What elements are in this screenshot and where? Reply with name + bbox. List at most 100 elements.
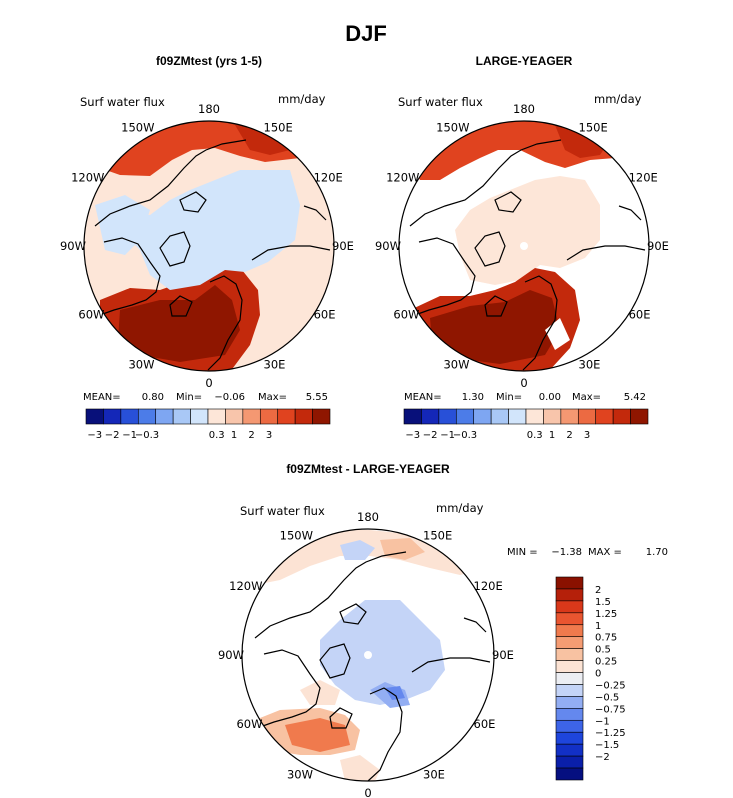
panel3-arctic-negative	[320, 600, 445, 705]
map-panel-3	[241, 528, 495, 782]
panel3-colorbar-tick: 0.25	[595, 657, 617, 668]
panel3-colorbar-box	[555, 672, 584, 685]
panel1-stats: MEAN= 0.80 Min= −0.06 Max= 5.55	[83, 392, 328, 403]
panel3-variable: Surf water flux	[240, 504, 325, 518]
panel1-colorbar-tick: 2	[248, 430, 254, 441]
panel3-colorbar-tick: 1.5	[595, 597, 611, 608]
panel3-colorbar: 21.51.2510.750.50.250−0.25−0.5−0.75−1−1.…	[555, 576, 626, 781]
panel2-min-value: 0.00	[539, 392, 561, 403]
panel2-coastlines	[409, 139, 646, 371]
map-panel-2	[398, 120, 650, 372]
panel2-pole-marker	[520, 242, 528, 250]
panel3-colorbar-box	[555, 684, 584, 697]
panel2-colorbar-box	[508, 408, 527, 425]
panel2-lon-label: 60E	[629, 308, 651, 322]
panel2-colorbar-box	[543, 408, 562, 425]
panel1-lon-label: 60W	[78, 308, 104, 322]
panel3-colorbar-box	[555, 624, 584, 638]
panel2-colorbar-box	[490, 408, 509, 425]
panel1-lon-label: 180	[198, 102, 220, 116]
panel3-max-value: 1.70	[646, 547, 668, 558]
panel1-colorbar-tick: 1	[231, 430, 237, 441]
panel3-map-border	[241, 528, 495, 782]
panel2-colorbar-tick: 0.3	[527, 430, 543, 441]
panel2-lon-label: 30W	[443, 358, 469, 372]
panel2-atlantic-core	[430, 290, 560, 364]
panel1-lon-label: 30W	[128, 358, 154, 372]
panel3-colorbar-tick: 0.5	[595, 645, 611, 656]
panel1-colorbar-box	[172, 408, 191, 425]
panel1-mean-label: MEAN=	[83, 392, 121, 403]
panel3-colorbar-tick: −2	[595, 752, 610, 763]
panel1-max-label: Max=	[258, 392, 287, 403]
panel2-colorbar: −3 −2 −1−0.3 0.3 1 2 3	[403, 408, 649, 441]
panel2-colorbar-box	[630, 408, 649, 425]
panel3-colorbar-tick: −1.25	[595, 728, 626, 739]
panel3-colorbar-tick: −0.5	[595, 692, 619, 703]
panel1-colorbar-box	[207, 408, 226, 425]
panel2-max-label: Max=	[572, 392, 601, 403]
panel1-lon-label: 120W	[71, 171, 104, 185]
panel1-colorbar-box	[155, 408, 174, 425]
panel1-map-border	[83, 120, 335, 372]
panel3-colorbar-tick: −1.5	[595, 740, 619, 751]
panel3-lon-label: 0	[364, 786, 371, 798]
panel2-colorbar-box	[473, 408, 492, 425]
panel3-lon-label: 150E	[423, 529, 452, 543]
panel2-arctic-ocean	[455, 176, 600, 285]
panel2-colorbar-tick: 2	[566, 430, 572, 441]
panel1-lon-label: 120E	[314, 171, 343, 185]
panel3-colorbar-tick: −0.75	[595, 704, 626, 715]
panel3-colorbar-box	[555, 612, 584, 626]
panel3-max-label: MAX =	[588, 547, 622, 558]
panel2-lon-label: 120E	[629, 171, 658, 185]
panel3-colorbar-box	[555, 588, 584, 602]
panel2-lon-label: 90E	[647, 239, 669, 253]
panel3-lon-label: 60W	[236, 717, 262, 731]
panel3-nordic-positive	[340, 755, 380, 781]
panel2-colorbar-tick: −3	[405, 430, 420, 441]
panel1-units: mm/day	[278, 92, 326, 106]
panel3-colorbar-tick: 2	[595, 585, 601, 596]
panel1-lon-label: 150W	[121, 120, 154, 134]
panel3-colorbar-tick: 1	[595, 621, 601, 632]
panel3-lon-label: 180	[357, 510, 379, 524]
panel3-lon-label: 120W	[229, 579, 262, 593]
panel2-lon-label: 120W	[386, 171, 419, 185]
panel1-lon-label: 60E	[314, 308, 336, 322]
panel3-colorbar-box	[555, 708, 584, 721]
panel1-colorbar-tick: 0.3	[209, 430, 225, 441]
panel2-colorbar-box	[560, 408, 579, 425]
panel1-colorbar-tick: 3	[266, 430, 272, 441]
panel1-variable: Surf water flux	[80, 95, 165, 109]
panel2-lon-label: 60W	[393, 308, 419, 322]
panel2-colorbar-tick: −1	[440, 430, 455, 441]
panel3-colorbar-box	[555, 660, 584, 673]
panel3-colorbar-box	[555, 648, 584, 661]
panel1-colorbar-tick: −1	[122, 430, 137, 441]
panel2-mean-value: 1.30	[462, 392, 484, 403]
panel2-lon-label: 0	[520, 376, 527, 390]
panel1-coastlines	[94, 139, 331, 371]
panel2-stats: MEAN= 1.30 Min= 0.00 Max= 5.42	[404, 392, 646, 403]
panel2-colorbar-tick: −0.3	[453, 430, 477, 441]
panel2-lon-label: 180	[513, 102, 535, 116]
panel1-labrador-dry	[95, 195, 150, 255]
panel1-min-value: −0.06	[214, 392, 245, 403]
panel2-colorbar-box	[438, 408, 457, 425]
panel2-min-label: Min=	[496, 392, 522, 403]
panel2-colorbar-tick: −2	[423, 430, 438, 441]
panel3-colorbar-tick: 0	[595, 669, 601, 680]
panel1-colorbar-box	[242, 408, 261, 425]
panel1-colorbar-box	[225, 408, 244, 425]
panel2-lon-label: 90W	[375, 239, 401, 253]
panel3-colorbar-box	[555, 696, 584, 709]
panel1-min-label: Min=	[176, 392, 202, 403]
panel3-colorbar-box	[555, 743, 584, 757]
panel3-coastlines	[254, 551, 491, 781]
panel3-lon-label: 30E	[423, 768, 445, 782]
panel1-colorbar-tick: −3	[87, 430, 102, 441]
panel2-lon-label: 30E	[579, 358, 601, 372]
panel2-variable: Surf water flux	[398, 95, 483, 109]
panel3-colorbar-box	[555, 767, 584, 781]
